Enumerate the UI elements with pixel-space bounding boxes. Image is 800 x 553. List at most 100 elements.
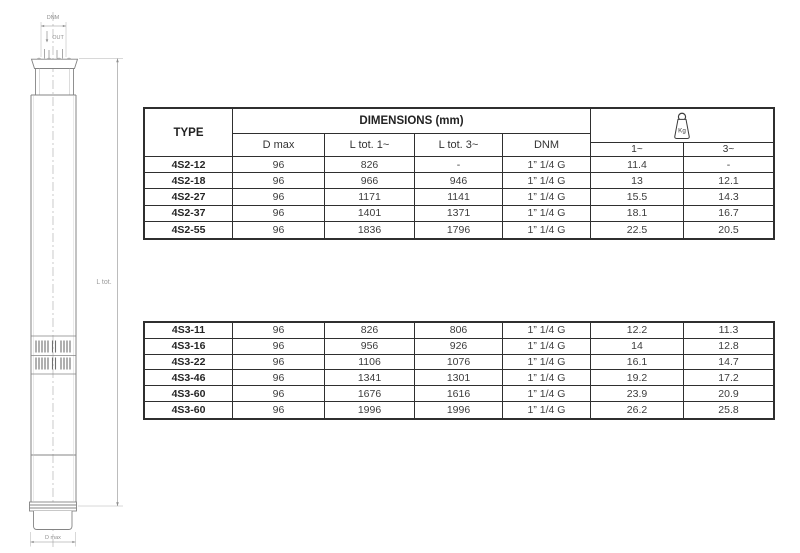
table-row: 4S2-18 96 966 946 1” 1/4 G 13 12.1 (145, 173, 773, 190)
out-arrowhead-icon (45, 39, 49, 43)
table-cell: 96 (233, 205, 325, 221)
table-cell: 96 (233, 370, 325, 386)
table-cell: 1” 1/4 G (503, 221, 591, 238)
table-row: 4S2-37 96 1401 1371 1” 1/4 G 18.1 16.7 (145, 205, 773, 222)
col-header-dnm: DNM (503, 134, 591, 156)
pump-body-inner-lines (33, 96, 74, 501)
pump-neck-inner-lines (39, 68, 70, 95)
arrowhead-icon (62, 24, 66, 28)
table-cell: 4S2-18 (145, 173, 233, 189)
table-cell: 1” 1/4 G (503, 189, 591, 205)
table-cell: 12.1 (718, 174, 739, 187)
weight-header-cell: Kg (591, 109, 773, 144)
table-cell: 13 (591, 173, 684, 189)
table-cell: 12.2 (591, 323, 684, 338)
coupling-ribs (29, 501, 77, 512)
table-cell: 1616 (415, 386, 503, 401)
arrowhead-icon (116, 502, 119, 506)
table-cell: 1” 1/4 G (503, 157, 591, 173)
table-cell: 96 (233, 221, 325, 238)
col-header-weight-1: 1~ (591, 143, 684, 156)
table-row: 4S3-60 96 1676 1616 1” 1/4 G 23.9 20.9 (145, 386, 773, 402)
motor-section (33, 511, 73, 530)
table-cell: 826 (325, 323, 415, 338)
table-cell: 1” 1/4 G (503, 205, 591, 221)
table-row: 4S3-16 96 956 926 1” 1/4 G 14 12.8 (145, 338, 773, 355)
table-row: 4S3-60 96 1996 1996 1” 1/4 G 26.2 25.8 (145, 401, 773, 418)
arrowhead-icon (72, 540, 76, 544)
table-cell: 17.2 (718, 371, 739, 384)
table-cell: 14 (591, 338, 684, 354)
table-cell: 96 (233, 386, 325, 401)
d-max-label: D max (45, 535, 61, 541)
kg-weight-icon: Kg (674, 112, 690, 139)
table-cell: - (415, 157, 503, 173)
table-cell: 1141 (415, 189, 503, 205)
table-cell: 96 (233, 338, 325, 354)
table-body: 4S2-12 96 826-1” 1/4 G 11.4-4S2-18 96 966 946 1… (145, 157, 773, 238)
table-cell: 1371 (415, 205, 503, 221)
table-cell: 956 (325, 338, 415, 354)
table-cell: 96 (233, 354, 325, 370)
table-cell: 1” 1/4 G (503, 386, 591, 401)
table-cell: 16.7 (718, 207, 739, 220)
table-cell: 20.5 (718, 223, 739, 236)
table-cell: 4S2-37 (145, 205, 233, 221)
arrowhead-icon (116, 58, 119, 63)
table-cell: 1401 (325, 205, 415, 221)
kg-icon-label: Kg (678, 127, 686, 134)
col-header-dimensions: DIMENSIONS (mm) (233, 109, 591, 135)
table-cell: 96 (233, 323, 325, 338)
col-header-l-tot-3: L tot. 3~ (415, 134, 503, 156)
table-cell: 19.2 (591, 370, 684, 386)
table-cell: 806 (415, 323, 503, 338)
pump-neck (35, 68, 74, 95)
table-body: 4S3-11 96 826 806 1” 1/4 G 12.2 11.3 4S3-16 96 95… (145, 323, 773, 418)
table-row: 4S2-12 96 826-1” 1/4 G 11.4- (145, 157, 773, 174)
table-cell: 25.8 (718, 403, 739, 416)
weight-header-group: Kg 1~ 3~ (591, 109, 773, 156)
dimensions-header-group: DIMENSIONS (mm) D max L tot. 1~ L tot. 3… (233, 109, 591, 156)
col-header-d-max: D max (233, 134, 325, 156)
table-cell: 1076 (415, 354, 503, 370)
col-header-l-tot-1: L tot. 1~ (325, 134, 415, 156)
table-cell: 4S3-46 (145, 370, 233, 386)
table-cell: 1996 (415, 401, 503, 418)
table-cell: 926 (415, 338, 503, 354)
table-cell: 1” 1/4 G (503, 323, 591, 338)
table-cell: 14.3 (718, 190, 739, 203)
table-cell: 4S2-27 (145, 189, 233, 205)
table-cell: 966 (325, 173, 415, 189)
pump-body (30, 94, 77, 502)
table-cell: 4S2-55 (145, 221, 233, 238)
arrowhead-icon (30, 540, 34, 544)
l-tot-label: L tot. (96, 279, 111, 286)
table-cell: 1796 (415, 221, 503, 238)
table-cell: 1996 (325, 401, 415, 418)
table-cell: 826 (325, 157, 415, 173)
dimensions-table-4s2: TYPE DIMENSIONS (mm) D max L tot. 1~ L t… (143, 107, 775, 240)
table-cell: 1676 (325, 386, 415, 401)
table-cell: 23.9 (591, 386, 684, 401)
table-cell: 14.7 (718, 355, 739, 368)
dimensions-table-4s3: 4S3-11 96 826 806 1” 1/4 G 12.2 11.3 4S3-16 96 95… (143, 321, 775, 420)
table-cell: 1” 1/4 G (503, 354, 591, 370)
pump-technical-drawing: DNM OUT (29, 12, 123, 547)
outlet-threads (44, 49, 63, 59)
table-cell: 11.3 (718, 324, 739, 337)
table-cell: 96 (233, 157, 325, 173)
table-row: 4S2-55 96 1836 1796 1” 1/4 G 22.5 20.5 (145, 221, 773, 238)
table-cell: 96 (233, 189, 325, 205)
table-cell: - (726, 158, 731, 171)
table-cell: 4S3-60 (145, 386, 233, 401)
dnm-label: DNM (47, 15, 60, 21)
table-cell: 20.9 (718, 387, 739, 400)
table-cell: 1” 1/4 G (503, 401, 591, 418)
table-header: TYPE DIMENSIONS (mm) D max L tot. 1~ L t… (145, 109, 773, 157)
suction-strainer (31, 335, 76, 375)
table-cell: 18.1 (591, 205, 684, 221)
table-cell: 1341 (325, 370, 415, 386)
col-header-type: TYPE (145, 109, 233, 156)
weight-subheader-row: 1~ 3~ (591, 143, 773, 156)
